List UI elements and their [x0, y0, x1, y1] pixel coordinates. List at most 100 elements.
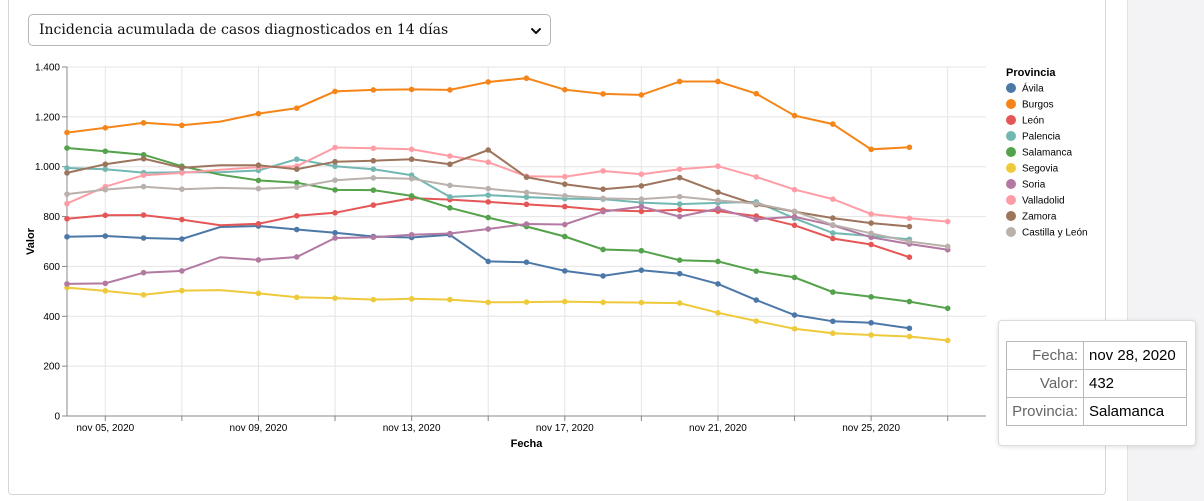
- data-point-leon[interactable]: [140, 212, 147, 218]
- data-point-castilla-y-leon[interactable]: [447, 182, 453, 189]
- data-point-salamanca[interactable]: [753, 268, 760, 274]
- data-point-castilla-y-leon[interactable]: [830, 221, 836, 228]
- data-point-burgos[interactable]: [753, 90, 760, 97]
- data-point-salamanca[interactable]: [332, 187, 338, 193]
- data-point-castilla-y-leon[interactable]: [64, 191, 70, 197]
- data-point-palencia[interactable]: [102, 166, 109, 173]
- data-point-zamora[interactable]: [332, 158, 338, 165]
- data-point-zamora[interactable]: [140, 155, 147, 162]
- data-point-soria[interactable]: [523, 221, 530, 227]
- data-point-zamora[interactable]: [179, 164, 185, 171]
- data-point-castilla-y-leon[interactable]: [523, 189, 530, 196]
- data-point-burgos[interactable]: [370, 87, 377, 93]
- data-point-soria[interactable]: [600, 208, 606, 215]
- data-point-leon[interactable]: [293, 213, 300, 219]
- data-point-zamora[interactable]: [370, 157, 377, 164]
- data-point-burgos[interactable]: [523, 75, 530, 82]
- data-point-salamanca[interactable]: [600, 246, 606, 253]
- data-point-burgos[interactable]: [830, 121, 836, 127]
- data-point-leon[interactable]: [791, 222, 798, 229]
- data-point-avila[interactable]: [140, 235, 147, 241]
- data-point-salamanca[interactable]: [638, 247, 645, 254]
- data-point-burgos[interactable]: [485, 79, 492, 85]
- data-point-avila[interactable]: [638, 267, 645, 273]
- data-point-segovia[interactable]: [293, 294, 300, 301]
- data-point-segovia[interactable]: [485, 299, 492, 306]
- data-point-avila[interactable]: [676, 270, 683, 277]
- data-point-soria[interactable]: [408, 231, 415, 238]
- data-point-burgos[interactable]: [140, 120, 147, 126]
- data-point-valladolid[interactable]: [64, 200, 70, 207]
- data-point-castilla-y-leon[interactable]: [332, 177, 338, 183]
- data-point-soria[interactable]: [485, 226, 492, 232]
- data-point-soria[interactable]: [676, 213, 683, 220]
- data-point-avila[interactable]: [830, 318, 836, 325]
- data-point-soria[interactable]: [753, 216, 760, 223]
- data-point-leon[interactable]: [906, 254, 913, 261]
- data-point-castilla-y-leon[interactable]: [906, 238, 913, 245]
- data-point-avila[interactable]: [868, 319, 874, 326]
- data-point-avila[interactable]: [332, 229, 338, 236]
- data-point-segovia[interactable]: [447, 296, 453, 303]
- data-point-palencia[interactable]: [447, 194, 453, 200]
- data-point-leon[interactable]: [179, 216, 185, 223]
- data-point-avila[interactable]: [791, 312, 798, 318]
- data-point-valladolid[interactable]: [791, 186, 798, 193]
- data-point-castilla-y-leon[interactable]: [638, 196, 645, 202]
- data-point-burgos[interactable]: [255, 110, 262, 117]
- data-point-castilla-y-leon[interactable]: [370, 175, 377, 181]
- data-point-soria[interactable]: [140, 269, 147, 276]
- data-point-salamanca[interactable]: [485, 214, 492, 221]
- data-point-soria[interactable]: [868, 234, 874, 241]
- data-point-soria[interactable]: [102, 280, 109, 287]
- data-point-castilla-y-leon[interactable]: [408, 175, 415, 182]
- data-point-soria[interactable]: [561, 221, 568, 228]
- data-point-zamora[interactable]: [64, 170, 70, 176]
- data-point-salamanca[interactable]: [64, 145, 70, 151]
- data-point-burgos[interactable]: [64, 129, 70, 136]
- data-point-burgos[interactable]: [906, 144, 913, 151]
- data-point-leon[interactable]: [255, 221, 262, 227]
- data-point-avila[interactable]: [485, 258, 492, 265]
- data-point-avila[interactable]: [523, 259, 530, 265]
- data-point-castilla-y-leon[interactable]: [715, 197, 721, 204]
- data-point-castilla-y-leon[interactable]: [102, 186, 109, 193]
- data-point-segovia[interactable]: [600, 299, 606, 306]
- data-point-salamanca[interactable]: [906, 298, 913, 305]
- data-point-zamora[interactable]: [293, 166, 300, 173]
- data-point-zamora[interactable]: [523, 174, 530, 180]
- data-point-castilla-y-leon[interactable]: [179, 186, 185, 192]
- data-point-zamora[interactable]: [830, 215, 836, 221]
- data-point-segovia[interactable]: [868, 332, 874, 338]
- data-point-palencia[interactable]: [676, 201, 683, 207]
- data-point-salamanca[interactable]: [676, 257, 683, 263]
- data-point-zamora[interactable]: [408, 156, 415, 163]
- data-point-segovia[interactable]: [715, 309, 721, 316]
- data-point-burgos[interactable]: [179, 122, 185, 129]
- data-point-segovia[interactable]: [753, 318, 760, 324]
- data-point-valladolid[interactable]: [715, 163, 721, 170]
- data-point-palencia[interactable]: [293, 156, 300, 163]
- data-point-palencia[interactable]: [370, 166, 377, 173]
- data-point-valladolid[interactable]: [868, 211, 874, 217]
- data-point-valladolid[interactable]: [944, 218, 951, 225]
- data-point-segovia[interactable]: [408, 296, 415, 302]
- data-point-avila[interactable]: [102, 233, 109, 239]
- data-point-valladolid[interactable]: [753, 174, 760, 180]
- data-point-soria[interactable]: [447, 230, 453, 237]
- data-point-soria[interactable]: [64, 281, 70, 287]
- data-point-leon[interactable]: [638, 208, 645, 215]
- data-point-burgos[interactable]: [600, 91, 606, 97]
- data-point-leon[interactable]: [868, 241, 874, 248]
- data-point-segovia[interactable]: [561, 298, 568, 305]
- data-point-castilla-y-leon[interactable]: [791, 208, 798, 215]
- data-point-valladolid[interactable]: [830, 196, 836, 202]
- data-point-leon[interactable]: [102, 212, 109, 219]
- data-point-castilla-y-leon[interactable]: [676, 193, 683, 200]
- data-point-salamanca[interactable]: [140, 151, 147, 158]
- data-point-burgos[interactable]: [102, 125, 109, 131]
- data-point-valladolid[interactable]: [561, 173, 568, 180]
- data-point-soria[interactable]: [638, 203, 645, 210]
- data-point-segovia[interactable]: [255, 290, 262, 297]
